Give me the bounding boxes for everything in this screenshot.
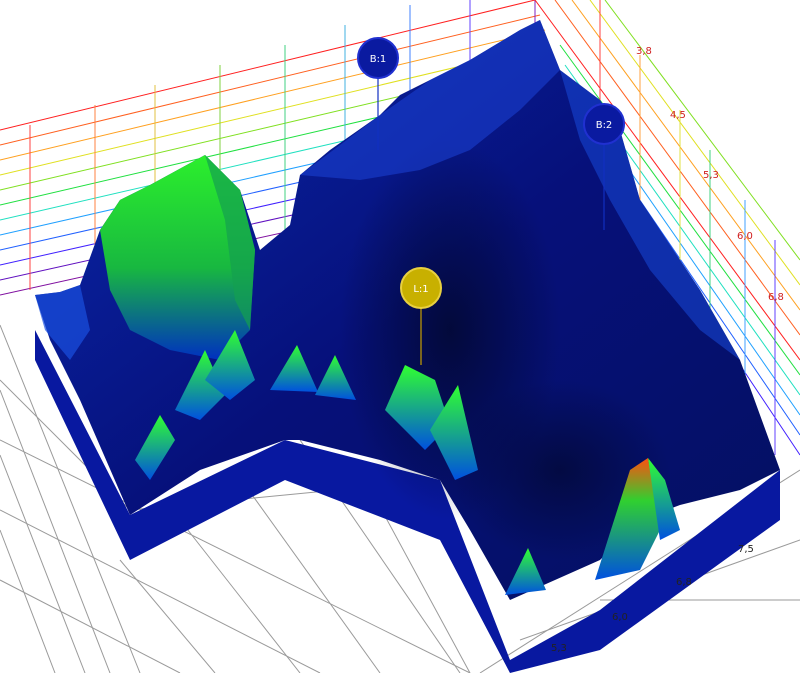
wall-tick-label: 6,8 — [768, 292, 784, 303]
marker-b1[interactable]: B:1 — [357, 37, 399, 79]
marker-l1-label: L:1 — [413, 284, 428, 295]
marker-l1-disc[interactable] — [400, 267, 442, 309]
green-plateau — [100, 155, 255, 360]
marker-l1[interactable]: L:1 — [400, 267, 442, 309]
floor-tick-label: 6,8 — [676, 577, 692, 588]
wall-tick-label: 4,5 — [670, 110, 686, 121]
marker-b2-label: B:2 — [596, 120, 613, 131]
marker-b2-disc[interactable] — [583, 103, 625, 145]
marker-b2[interactable]: B:2 — [583, 103, 625, 145]
terrain-spikes — [135, 330, 680, 595]
wall-tick-label: 5,3 — [703, 170, 719, 181]
floor-tick-labels: 5,3 6,0 6,8 7,5 — [551, 544, 754, 654]
floor-tick-label: 5,3 — [551, 643, 567, 654]
marker-b1-disc[interactable] — [357, 37, 399, 79]
terrain-surface — [35, 20, 780, 673]
wall-tick-label: 3,8 — [636, 46, 652, 57]
floor-tick-label: 6,0 — [612, 612, 628, 623]
wall-tick-label: 6,0 — [737, 231, 753, 242]
floor-tick-label: 7,5 — [738, 544, 754, 555]
right-wall-tick-labels: 3,8 4,5 5,3 6,0 6,8 — [636, 46, 784, 303]
marker-b1-label: B:1 — [370, 54, 387, 65]
marker-poles — [377, 72, 605, 365]
